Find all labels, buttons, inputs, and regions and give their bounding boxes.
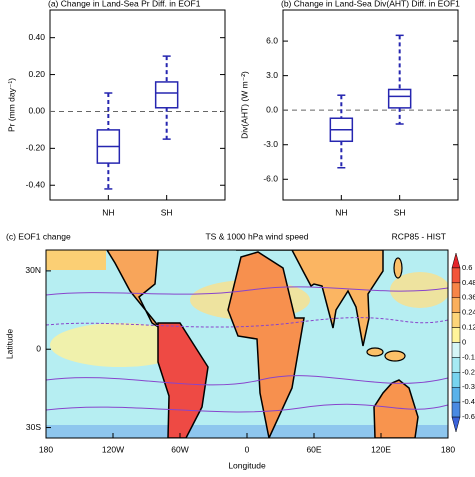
colorbar-bin [451, 372, 461, 388]
y-tick-label: 0.40 [28, 32, 45, 42]
x-tick-label: 180 [441, 444, 455, 454]
x-tick-label: 60E [306, 444, 321, 454]
x-tick-label: 180 [39, 444, 53, 454]
colorbar-bin [451, 327, 461, 343]
x-tick-label: 0 [245, 444, 250, 454]
y-tick-label: 30N [25, 265, 41, 275]
colorbar-tick-label: 0.24 [462, 308, 475, 317]
plot-frame [49, 9, 226, 201]
panel-subtitle: TS & 1000 hPa wind speed [205, 231, 308, 241]
y-tick-label: 0 [36, 343, 41, 353]
y-axis-label: Latitude [4, 329, 14, 360]
panel-title: (c) EOF1 change [6, 231, 71, 241]
panel-title: (a) Change in Land-Sea Pr Diff. in EOF1 [48, 0, 201, 8]
colorbar-tick-label: -0.36 [462, 382, 475, 391]
y-axis-label: Div(AHT) (W m⁻²) [239, 71, 249, 139]
colorbar-bin [451, 297, 461, 313]
y-tick-label: 0.0 [266, 104, 278, 114]
colorbar-tick-label: 0.6 [462, 263, 472, 272]
colorbar-tick-label: 0.48 [462, 278, 475, 287]
map-field [46, 250, 448, 438]
x-tick-label: 120W [102, 444, 124, 454]
colorbar-tick-label: 0 [462, 337, 466, 346]
y-tick-label: -0.20 [26, 143, 46, 153]
box [154, 81, 179, 109]
plot-frame [282, 9, 459, 201]
colorbar-bin [451, 252, 461, 269]
colorbar-tick-label: -0.12 [462, 352, 475, 361]
panel-title: (b) Change in Land-Sea Div(AHT) Diff. in… [281, 0, 460, 8]
colorbar-bin [451, 416, 461, 433]
y-tick-label: 0.00 [28, 106, 45, 116]
x-tick-label: SH [161, 207, 173, 217]
x-tick-label: 120E [371, 444, 391, 454]
y-tick-label: 6.0 [266, 35, 278, 45]
y-tick-label: -6.0 [263, 174, 278, 184]
x-tick-label: NH [335, 207, 347, 217]
x-tick-label: SH [394, 207, 406, 217]
colorbar-bin [451, 282, 461, 299]
y-tick-label: 3.0 [266, 70, 278, 80]
x-tick-label: 60W [171, 444, 188, 454]
y-tick-label: -0.40 [26, 179, 46, 189]
y-axis-label: Pr (mm day⁻¹) [6, 78, 16, 132]
colorbar-tick-label: 0.36 [462, 293, 475, 302]
colorbar-bin [451, 267, 461, 284]
colorbar-bin [451, 312, 461, 328]
colorbar-bin [451, 342, 461, 358]
colorbar-bin [451, 357, 461, 373]
box [387, 88, 412, 109]
colorbar-tick-label: -0.6 [462, 412, 475, 421]
colorbar-bin [451, 401, 461, 418]
colorbar-tick-label: 0.12 [462, 323, 475, 332]
annotation: RCP85 - HIST [392, 231, 446, 241]
y-tick-label: 30S [26, 422, 41, 432]
x-tick-label: NH [102, 207, 114, 217]
x-axis-label: Longitude [228, 460, 266, 470]
colorbar-tick-label: -0.24 [462, 367, 475, 376]
colorbar-bin [451, 387, 461, 403]
colorbar-tick-label: -0.48 [462, 397, 475, 406]
y-tick-label: 0.20 [28, 69, 45, 79]
y-tick-label: -3.0 [263, 139, 278, 149]
